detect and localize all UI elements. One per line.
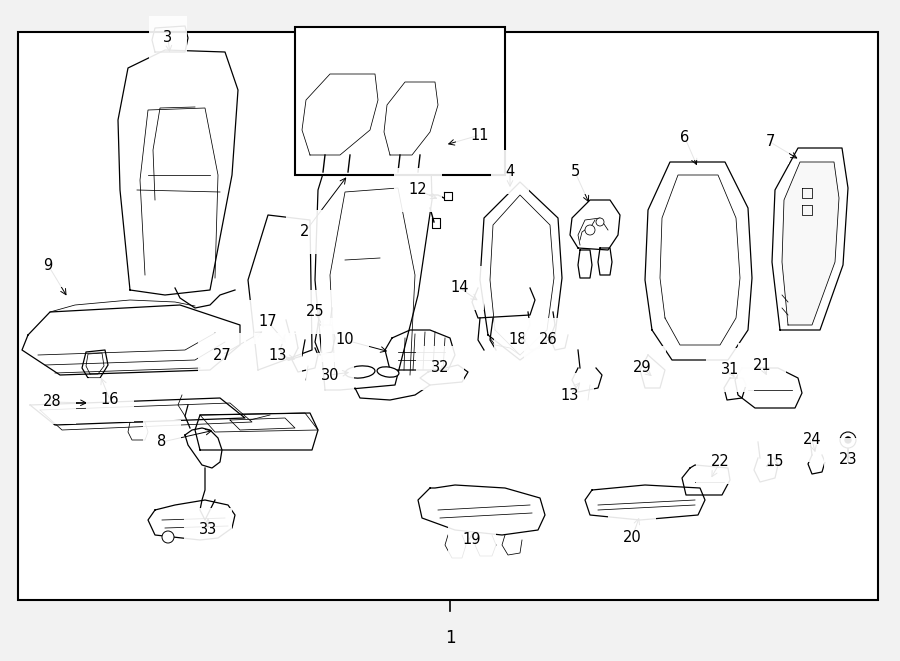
Text: 23: 23 [839,453,857,467]
Text: 16: 16 [101,393,119,407]
Text: 20: 20 [623,531,642,545]
Text: 3: 3 [164,30,173,46]
Circle shape [365,125,371,131]
Polygon shape [315,110,432,390]
Polygon shape [585,485,705,520]
Circle shape [162,531,174,543]
Text: 28: 28 [42,395,61,410]
Text: 26: 26 [539,332,557,348]
Polygon shape [420,365,468,385]
Circle shape [585,225,595,235]
Polygon shape [645,162,752,360]
Polygon shape [772,148,848,330]
Text: 9: 9 [43,258,52,272]
Text: 7: 7 [765,134,775,149]
Text: 27: 27 [212,348,231,362]
Text: 14: 14 [451,280,469,295]
Text: 13: 13 [269,348,287,362]
Text: 2: 2 [301,225,310,239]
Polygon shape [148,500,235,540]
Polygon shape [480,182,562,360]
Polygon shape [640,355,665,388]
Text: 8: 8 [158,434,166,449]
Text: 25: 25 [306,305,324,319]
Polygon shape [660,175,740,345]
Polygon shape [724,378,746,400]
Polygon shape [782,162,839,325]
Text: 31: 31 [721,362,739,377]
Text: 4: 4 [506,165,515,180]
Circle shape [840,432,856,448]
Polygon shape [570,200,620,250]
Text: 17: 17 [258,315,277,329]
Text: 5: 5 [571,165,580,180]
Circle shape [596,218,604,226]
Text: 15: 15 [766,455,784,469]
Text: 29: 29 [633,360,652,375]
Text: 22: 22 [711,455,729,469]
Text: 33: 33 [199,522,217,537]
Polygon shape [682,465,730,495]
Text: 30: 30 [320,368,339,383]
Circle shape [352,125,358,131]
Polygon shape [418,485,545,535]
Text: 24: 24 [803,432,822,447]
Text: 1: 1 [445,629,455,647]
Circle shape [845,437,851,443]
Polygon shape [30,398,245,425]
Text: 13: 13 [561,387,580,403]
Ellipse shape [377,367,399,377]
Text: 10: 10 [336,332,355,348]
Polygon shape [302,74,378,155]
Bar [18,32,878,600]
Polygon shape [82,350,108,378]
Polygon shape [384,82,438,155]
Text: 6: 6 [680,130,689,145]
Polygon shape [248,215,312,370]
Bar [295,27,505,175]
Text: 18: 18 [508,332,527,348]
Polygon shape [22,305,240,375]
Text: 19: 19 [463,533,482,547]
Text: 32: 32 [431,360,449,375]
Text: 12: 12 [409,182,428,198]
Polygon shape [385,330,455,370]
Ellipse shape [345,366,375,378]
Polygon shape [195,413,318,450]
Text: 11: 11 [471,128,490,143]
Text: 21: 21 [752,358,771,373]
Polygon shape [735,368,802,408]
Polygon shape [118,50,238,295]
